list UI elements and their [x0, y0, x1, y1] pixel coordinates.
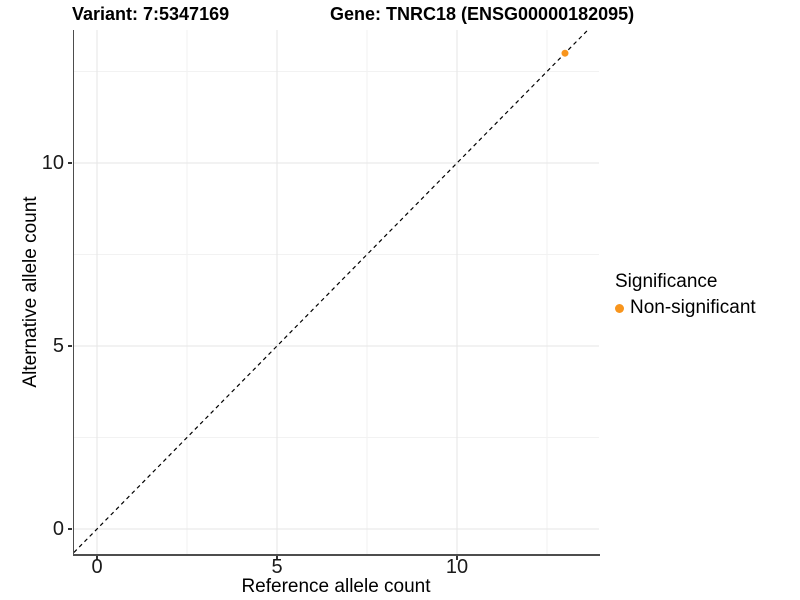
- x-axis-title: Reference allele count: [241, 576, 431, 597]
- legend: Significance Non-significant: [615, 271, 756, 319]
- x-tick-label: 10: [445, 556, 469, 578]
- y-tick-mark: [68, 528, 72, 530]
- x-tick-label: 5: [271, 556, 283, 578]
- variant-title: Variant: 7:5347169: [72, 4, 230, 24]
- x-axis-line: [72, 554, 600, 556]
- x-tick-mark: [276, 555, 278, 560]
- y-tick-mark: [68, 345, 72, 347]
- y-tick-label: 0: [52, 518, 64, 540]
- legend-item-label: Non-significant: [630, 297, 756, 318]
- y-axis-title: Alternative allele count: [20, 196, 41, 388]
- gene-title: Gene: TNRC18 (ENSG00000182095): [330, 4, 635, 24]
- y-tick-label: 5: [52, 335, 64, 357]
- x-tick-mark: [456, 555, 458, 560]
- legend-point-circle-icon: [615, 303, 624, 313]
- legend-item-non-significant: Non-significant: [615, 297, 756, 319]
- data-point: [561, 49, 569, 57]
- legend-title: Significance: [615, 271, 718, 292]
- plot-canvas: [74, 30, 599, 554]
- y-tick-label: 10: [41, 152, 64, 174]
- y-tick-mark: [68, 162, 72, 164]
- plot-panel: [74, 30, 599, 554]
- x-tick-mark: [96, 555, 98, 560]
- identity-dashed-line: [74, 30, 589, 553]
- y-axis-line: [72, 30, 74, 556]
- x-tick-label: 0: [91, 556, 103, 578]
